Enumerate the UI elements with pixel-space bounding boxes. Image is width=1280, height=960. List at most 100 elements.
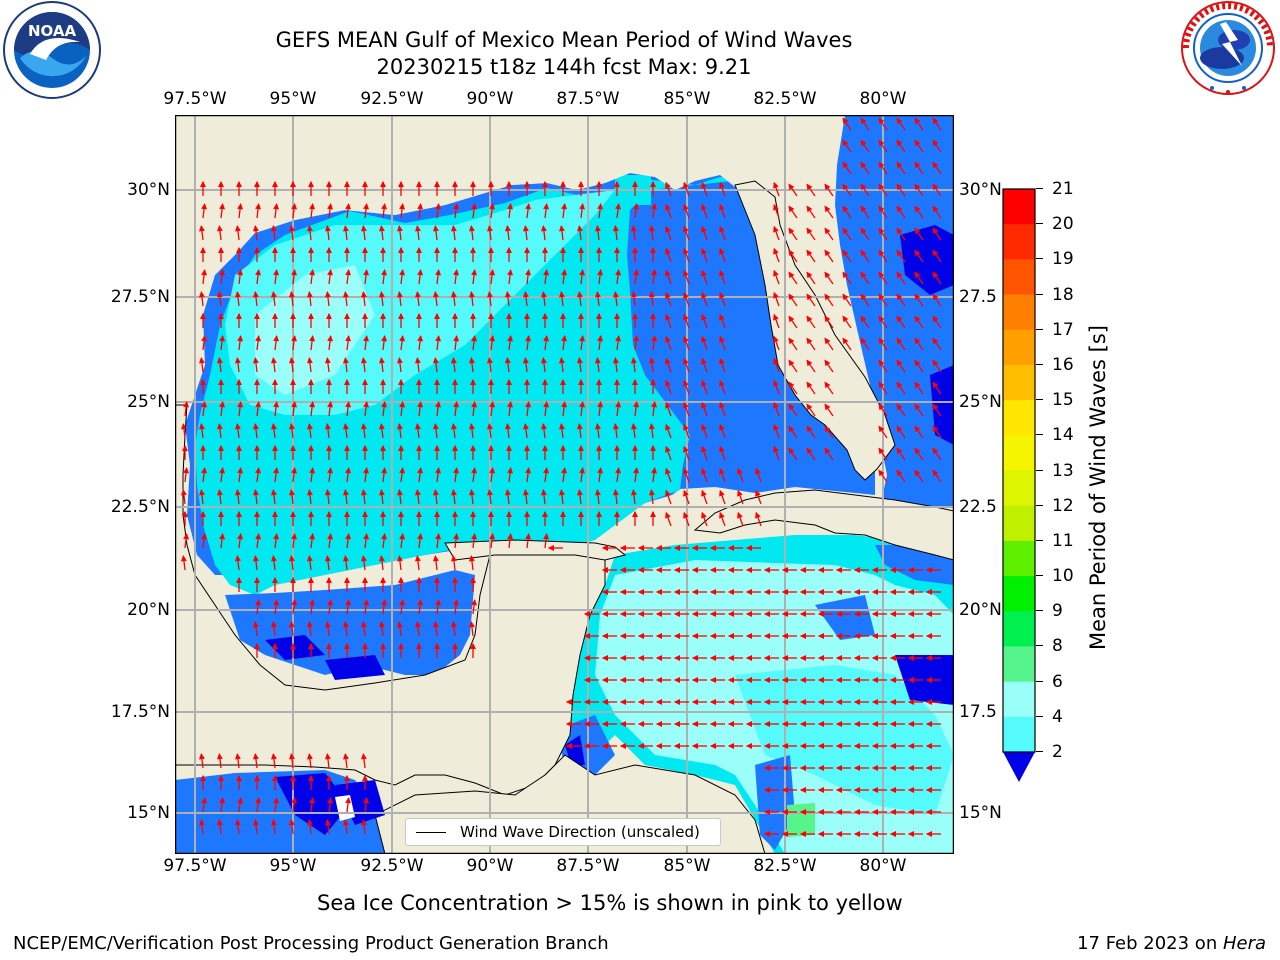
wind-wave-arrow-head: [380, 642, 386, 650]
wind-wave-arrow-head: [471, 466, 478, 474]
wind-wave-arrow-head: [378, 224, 385, 232]
wind-wave-arrow-head: [853, 743, 861, 749]
wind-wave-arrow-head: [344, 246, 350, 254]
wind-wave-arrow-head: [799, 633, 807, 639]
wind-wave-arrow-head: [344, 510, 350, 518]
wind-wave-arrow-head: [414, 620, 421, 628]
wind-wave-arrow-head: [878, 447, 885, 455]
wind-wave-arrow-head: [344, 576, 350, 584]
wind-wave-arrow-head: [907, 787, 915, 793]
wind-wave-arrow-head: [907, 589, 915, 595]
wind-wave-arrow-head: [452, 180, 458, 188]
wind-wave-arrow-head: [583, 611, 591, 617]
wind-wave-arrow-head: [914, 381, 921, 389]
wind-wave-arrow-head: [914, 139, 921, 147]
wind-wave-arrow-head: [896, 293, 903, 301]
wind-wave-arrow-head: [578, 444, 584, 452]
wind-wave-arrow-head: [773, 313, 779, 321]
wind-wave-arrow-head: [650, 378, 656, 386]
wind-wave-arrow-head: [871, 611, 879, 617]
wind-wave-arrow-head: [871, 677, 879, 683]
wind-wave-arrow-head: [309, 796, 316, 804]
wind-wave-arrow-head: [673, 699, 681, 705]
wind-wave-arrow-head: [308, 576, 314, 584]
wind-wave-arrow-head: [763, 589, 771, 595]
wind-wave-arrow-head: [525, 400, 532, 408]
wind-wave-arrow-head: [691, 677, 699, 683]
wind-wave-arrow-head: [727, 743, 735, 749]
wind-wave-arrow-head: [507, 400, 514, 408]
wind-wave-arrow-head: [452, 642, 458, 650]
wind-wave-arrow-head: [306, 752, 313, 760]
wind-wave-arrow-head: [486, 422, 493, 430]
wind-wave-arrow-head: [326, 180, 332, 188]
wind-wave-arrow-head: [601, 633, 609, 639]
wind-wave-arrow-head: [709, 545, 717, 551]
wind-wave-arrow-head: [270, 620, 277, 628]
wind-wave-arrow-head: [896, 161, 903, 169]
wind-wave-arrow-head: [665, 401, 671, 409]
wind-wave-arrow-head: [399, 466, 406, 474]
wind-wave-arrow-head: [835, 765, 843, 771]
wind-wave-arrow-head: [524, 378, 530, 386]
wind-wave-arrow-head: [673, 633, 681, 639]
wind-wave-arrow-head: [234, 818, 241, 826]
wind-wave-arrow-head: [630, 488, 637, 496]
wind-wave-arrow-head: [889, 589, 897, 595]
wind-wave-arrow-head: [270, 224, 277, 232]
wind-wave-arrow-head: [614, 444, 620, 452]
wind-wave-arrow-head: [889, 787, 897, 793]
colorbar-band: [1003, 646, 1035, 683]
y-tick-right: 20°N: [959, 600, 1002, 620]
colorbar-tick-mark: [1036, 328, 1043, 330]
wind-wave-arrow-head: [637, 611, 645, 617]
wind-wave-arrow-head: [788, 249, 795, 257]
wind-wave-arrow-head: [345, 796, 352, 804]
colorbar-tick-mark: [1036, 434, 1043, 436]
wind-wave-arrow-head: [360, 356, 367, 364]
wind-wave-arrow-head: [932, 469, 939, 477]
wind-wave-arrow-head: [781, 699, 789, 705]
wind-wave-arrow-head: [468, 290, 475, 298]
wind-wave-arrow-head: [308, 510, 314, 518]
wind-wave-arrow-head: [308, 312, 314, 320]
wind-wave-arrow-head: [773, 445, 779, 453]
wind-wave-arrow-head: [878, 359, 885, 367]
wind-wave-arrow-head: [470, 180, 476, 188]
wind-wave-arrow-head: [871, 787, 879, 793]
wind-wave-arrow-head: [558, 224, 565, 232]
wind-wave-arrow-head: [842, 117, 849, 125]
wind-wave-arrow-head: [398, 510, 404, 518]
wind-wave-arrow-head: [216, 752, 223, 760]
wind-wave-arrow-head: [218, 312, 224, 320]
wind-wave-arrow-head: [691, 655, 699, 661]
wind-wave-arrow-head: [579, 400, 586, 408]
wind-wave-arrow-head: [432, 620, 439, 628]
wind-wave-arrow-head: [853, 611, 861, 617]
wind-wave-arrow-head: [860, 271, 867, 279]
colorbar-band: [1003, 364, 1035, 401]
wind-wave-arrow-head: [506, 378, 512, 386]
wind-wave-arrow-head: [597, 202, 604, 210]
wind-wave-arrow-head: [309, 400, 316, 408]
wind-wave-arrow-head: [542, 180, 548, 188]
wind-wave-arrow-head: [381, 334, 388, 342]
colorbar-band: [1003, 294, 1035, 331]
colorbar-tick: 2: [1052, 742, 1063, 762]
wind-wave-arrow-head: [683, 401, 689, 409]
wind-wave-arrow-head: [237, 334, 244, 342]
wind-wave-arrow-head: [396, 290, 403, 298]
wind-wave-arrow-head: [701, 489, 707, 497]
wind-wave-arrow-head: [489, 532, 496, 540]
wind-wave-arrow-head: [417, 598, 424, 606]
wind-wave-arrow-head: [745, 611, 753, 617]
wind-wave-arrow-head: [578, 180, 584, 188]
wind-wave-arrow-head: [824, 227, 831, 235]
colorbar-band: [1003, 435, 1035, 471]
colorbar-tick-mark: [1036, 293, 1043, 295]
wind-wave-arrow-head: [344, 180, 350, 188]
wind-wave-arrow-head: [345, 334, 352, 342]
wind-wave-arrow-head: [860, 161, 867, 169]
wind-wave-arrow-head: [889, 655, 897, 661]
wind-wave-arrow-head: [363, 532, 370, 540]
